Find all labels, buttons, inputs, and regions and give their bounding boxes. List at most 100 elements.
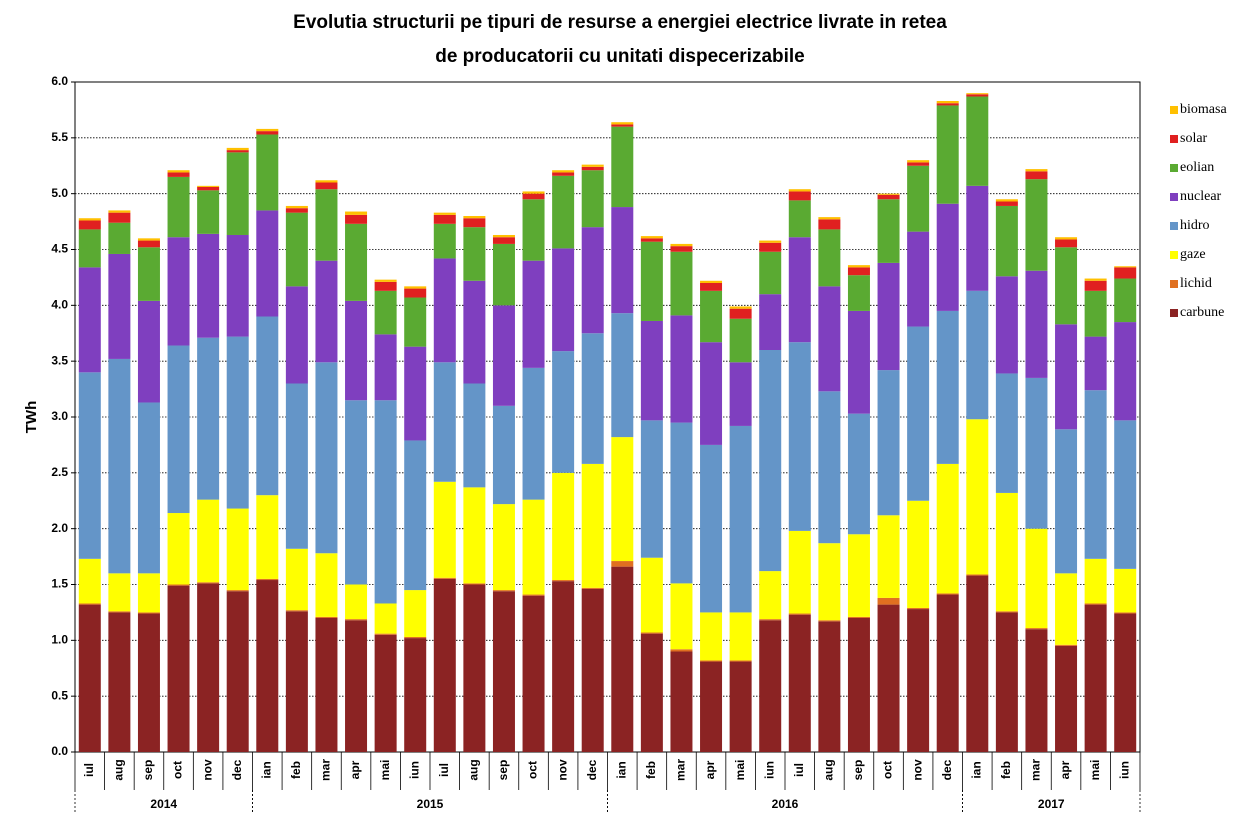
x-tick-label: feb: [289, 761, 303, 779]
bar-segment: [847, 267, 870, 276]
bar-segment: [374, 603, 397, 634]
x-tick-label: dec: [940, 759, 954, 780]
bar-segment: [1055, 247, 1078, 325]
bar-segment: [404, 638, 427, 752]
bar-segment: [640, 632, 663, 634]
bar-segment: [847, 275, 870, 311]
bar-segment: [108, 611, 131, 613]
bar-segment: [345, 300, 368, 401]
bar-segment: [788, 237, 811, 343]
x-tick-label: apr: [1058, 760, 1072, 779]
bar-segment: [552, 248, 575, 352]
y-tick-label: 0.5: [51, 688, 68, 702]
bar-segment: [788, 342, 811, 531]
bar-segment: [315, 618, 338, 752]
x-tick-label: mar: [1029, 759, 1043, 781]
year-label: 2016: [772, 797, 799, 811]
bar-segment: [374, 334, 397, 401]
y-tick-label: 4.5: [51, 242, 68, 256]
bar-segment: [1114, 420, 1137, 569]
bar-segment: [1055, 645, 1078, 752]
chart-title: de producatorii cu unitati dispecerizabi…: [435, 46, 805, 67]
bar-segment: [759, 294, 782, 350]
bar-segment: [137, 300, 160, 403]
bar-segment: [522, 594, 545, 596]
bar-segment: [463, 487, 486, 584]
legend-swatch: [1170, 106, 1178, 114]
bar-segment: [611, 124, 634, 127]
bar-segment: [1114, 568, 1137, 613]
bar-segment: [256, 134, 279, 211]
bar-segment: [552, 472, 575, 581]
bar-segment: [404, 440, 427, 591]
bar-segment: [1084, 603, 1107, 605]
bar-segment: [995, 276, 1018, 374]
bar-segment: [670, 246, 693, 252]
y-tick-label: 3.0: [51, 409, 68, 423]
bar-segment: [197, 499, 220, 583]
bar-segment: [137, 402, 160, 574]
bar-segment: [759, 620, 782, 752]
bar-segment: [197, 186, 220, 191]
bar-segment: [877, 194, 900, 200]
bar-segment: [729, 362, 752, 426]
bar-segment: [522, 367, 545, 500]
bar-segment: [285, 611, 308, 752]
bar-segment: [995, 201, 1018, 206]
bar-segment: [197, 582, 220, 584]
bar-segment: [759, 571, 782, 620]
x-tick-label: mai: [733, 760, 747, 781]
bar-segment: [936, 463, 959, 594]
bar-segment: [226, 336, 249, 509]
bar-segment: [581, 170, 604, 228]
bar-segment: [492, 234, 515, 238]
bar-segment: [345, 584, 368, 620]
bar-segment: [433, 362, 456, 482]
bar-segment: [433, 481, 456, 578]
bar-segment: [788, 200, 811, 238]
bar-segment: [1025, 270, 1048, 378]
bar-segment: [226, 234, 249, 337]
bar-segment: [581, 166, 604, 171]
x-tick-label: ian: [259, 761, 273, 778]
legend-swatch: [1170, 135, 1178, 143]
bar-segment: [167, 172, 190, 177]
x-tick-label: oct: [881, 761, 895, 779]
bar-segment: [256, 495, 279, 579]
bar-segment: [670, 422, 693, 584]
bar-segment: [522, 595, 545, 752]
bar-segment: [404, 636, 427, 639]
bar-segment: [522, 199, 545, 261]
bar-segment: [226, 591, 249, 752]
bar-segment: [492, 405, 515, 505]
legend-label: carbune: [1180, 305, 1224, 320]
bar-segment: [759, 619, 782, 621]
bar-segment: [492, 305, 515, 406]
bar-segment: [492, 504, 515, 591]
bar-segment: [877, 199, 900, 263]
bar-segment: [285, 383, 308, 549]
y-tick-label: 2.5: [51, 465, 68, 479]
x-tick-label: iul: [792, 763, 806, 777]
bar-segment: [315, 189, 338, 261]
bar-segment: [78, 267, 101, 373]
x-tick-label: dec: [585, 759, 599, 780]
bar-segment: [995, 205, 1018, 277]
bar-segment: [108, 253, 131, 359]
bar-segment: [108, 612, 131, 752]
x-tick-label: apr: [703, 760, 717, 779]
bar-segment: [552, 580, 575, 582]
x-tick-label: mai: [1088, 760, 1102, 781]
bar-segment: [847, 265, 870, 268]
bar-segment: [1114, 278, 1137, 323]
bar-segment: [167, 584, 190, 586]
legend-swatch: [1170, 193, 1178, 201]
bar-segment: [108, 573, 131, 612]
bar-segment: [1025, 169, 1048, 172]
bar-segment: [1084, 558, 1107, 604]
bar-segment: [936, 310, 959, 464]
bar-segment: [1055, 644, 1078, 646]
bar-segment: [847, 310, 870, 414]
bar-segment: [966, 574, 989, 576]
